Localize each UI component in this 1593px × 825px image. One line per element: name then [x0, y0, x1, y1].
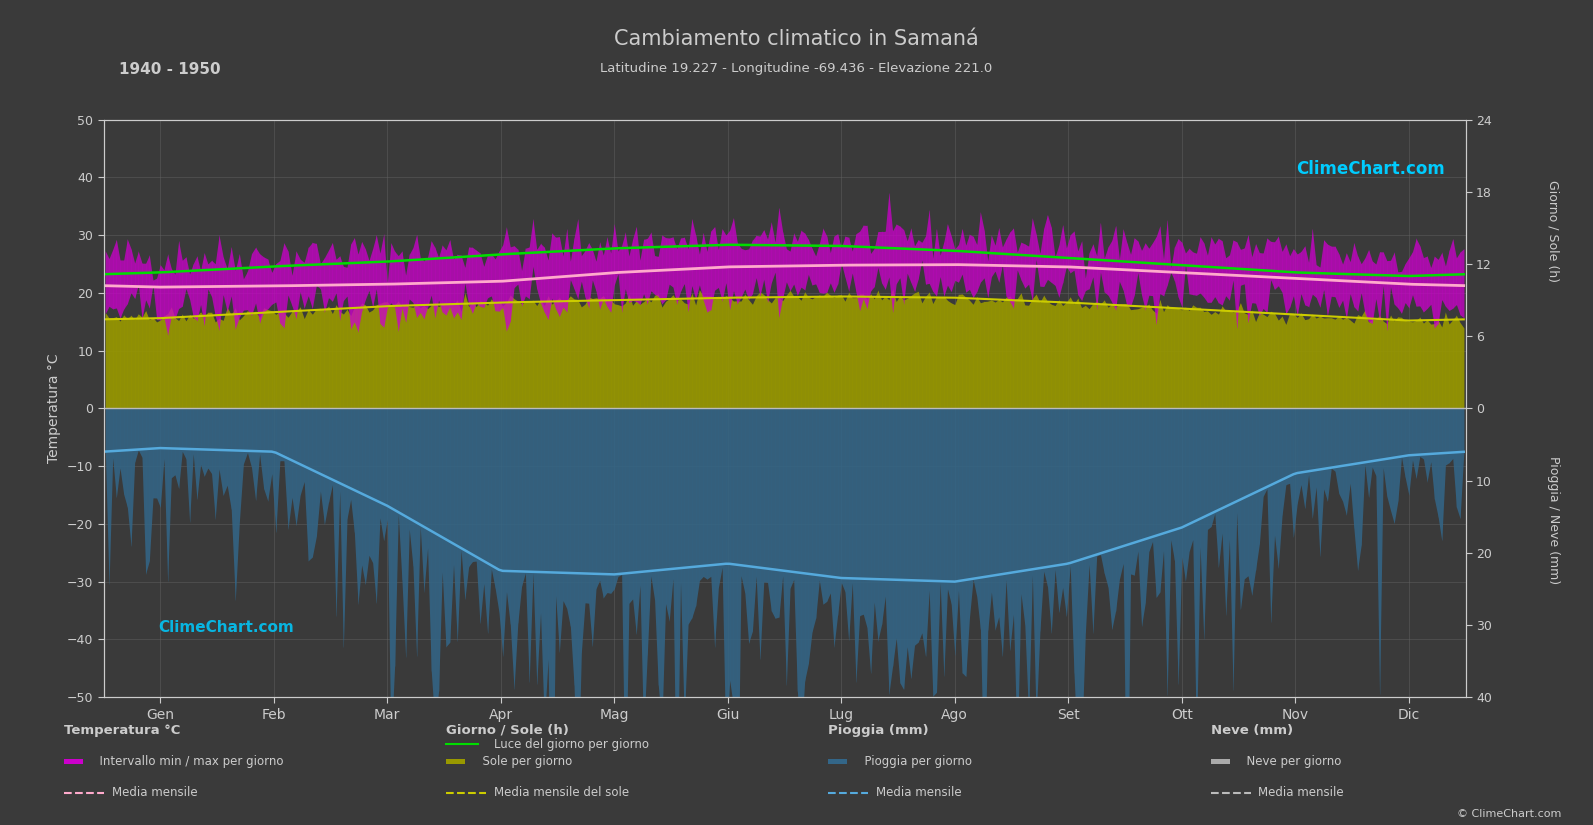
Text: Pioggia per giorno: Pioggia per giorno — [857, 755, 972, 768]
Text: Pioggia / Neve (mm): Pioggia / Neve (mm) — [1547, 455, 1560, 584]
Text: Sole per giorno: Sole per giorno — [475, 755, 572, 768]
Text: Cambiamento climatico in Samaná: Cambiamento climatico in Samaná — [615, 29, 978, 49]
Text: Neve (mm): Neve (mm) — [1211, 724, 1294, 737]
Y-axis label: Temperatura °C: Temperatura °C — [48, 354, 61, 463]
Text: © ClimeChart.com: © ClimeChart.com — [1456, 809, 1561, 819]
Text: Media mensile del sole: Media mensile del sole — [494, 786, 629, 799]
Text: 1940 - 1950: 1940 - 1950 — [119, 62, 221, 77]
Text: Media mensile: Media mensile — [1258, 786, 1344, 799]
Text: Pioggia (mm): Pioggia (mm) — [828, 724, 929, 737]
Text: Temperatura °C: Temperatura °C — [64, 724, 180, 737]
Bar — [828, 759, 847, 764]
Text: Giorno / Sole (h): Giorno / Sole (h) — [446, 724, 569, 737]
Text: ClimeChart.com: ClimeChart.com — [158, 620, 293, 635]
Text: Intervallo min / max per giorno: Intervallo min / max per giorno — [92, 755, 284, 768]
Text: Media mensile: Media mensile — [876, 786, 962, 799]
Text: Giorno / Sole (h): Giorno / Sole (h) — [1547, 180, 1560, 282]
Text: ClimeChart.com: ClimeChart.com — [1297, 160, 1445, 178]
Text: Neve per giorno: Neve per giorno — [1239, 755, 1341, 768]
Text: Latitudine 19.227 - Longitudine -69.436 - Elevazione 221.0: Latitudine 19.227 - Longitudine -69.436 … — [601, 62, 992, 75]
Bar — [446, 759, 465, 764]
Bar — [64, 759, 83, 764]
Bar — [1211, 759, 1230, 764]
Text: Luce del giorno per giorno: Luce del giorno per giorno — [494, 738, 648, 751]
Text: Media mensile: Media mensile — [112, 786, 198, 799]
